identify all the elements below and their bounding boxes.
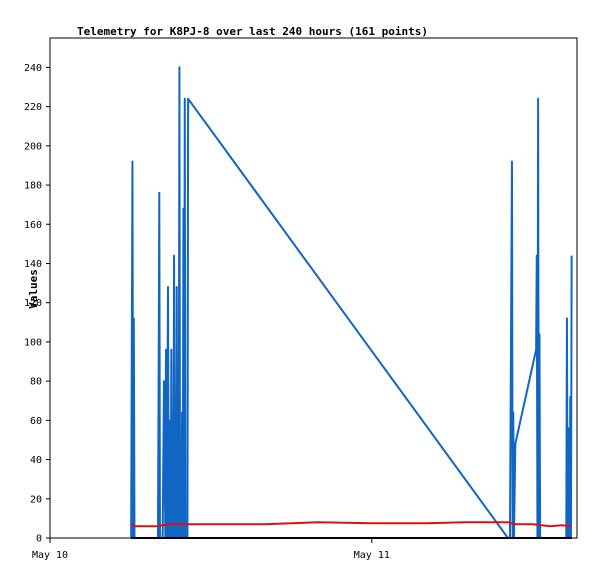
y-tick-label: 20 bbox=[30, 494, 42, 505]
y-tick-label: 40 bbox=[30, 455, 42, 466]
data-series bbox=[130, 66, 573, 539]
y-tick-label: 180 bbox=[24, 181, 42, 192]
y-tick-label: 200 bbox=[24, 141, 42, 152]
y-tick-label: 140 bbox=[24, 259, 42, 270]
y-tick-label: 60 bbox=[30, 416, 42, 427]
x-tick-label: May 11 bbox=[354, 550, 390, 561]
x-axis-ticks: May 10 May 11 bbox=[32, 538, 390, 561]
y-axis-ticks: 0 20 40 60 80 100 120 140 160 180 200 220 240 bbox=[24, 63, 50, 545]
y-tick-label: 120 bbox=[24, 298, 42, 309]
y-tick-label: 100 bbox=[24, 337, 42, 348]
y-tick-label: 0 bbox=[36, 534, 42, 545]
y-tick-label: 220 bbox=[24, 102, 42, 113]
x-tick-label: May 10 bbox=[32, 550, 68, 561]
y-tick-label: 240 bbox=[24, 63, 42, 74]
plot-frame bbox=[49, 37, 578, 539]
series-line-1 bbox=[130, 66, 573, 539]
chart-title: Telemetry for K8PJ-8 over last 240 hours… bbox=[77, 25, 428, 38]
y-axis-label: Values bbox=[27, 269, 40, 309]
y-tick-label: 160 bbox=[24, 220, 42, 231]
series-line-2 bbox=[130, 521, 572, 528]
y-tick-label: 80 bbox=[30, 377, 42, 388]
